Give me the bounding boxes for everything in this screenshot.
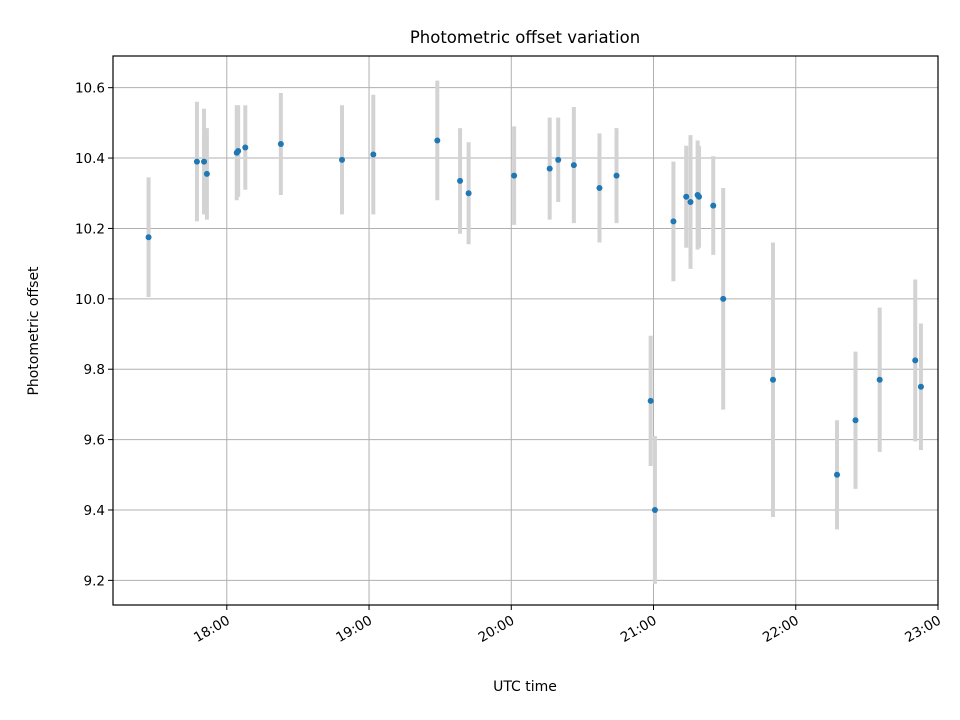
data-point <box>683 193 690 200</box>
data-points <box>145 137 924 513</box>
data-point <box>912 357 919 364</box>
y-tick-label: 10.6 <box>75 81 105 97</box>
y-tick-label: 10.0 <box>75 292 105 308</box>
data-point <box>370 151 377 158</box>
data-point <box>203 170 210 177</box>
y-axis-label: Photometric offset <box>26 266 42 396</box>
y-tick-label: 10.2 <box>75 221 105 237</box>
data-point <box>670 218 677 225</box>
data-point <box>613 172 620 179</box>
data-point <box>917 383 924 390</box>
y-tick-label: 9.4 <box>84 503 105 519</box>
data-point <box>546 165 553 172</box>
data-point <box>770 376 776 383</box>
data-point <box>511 172 518 179</box>
data-point <box>710 202 717 209</box>
data-point <box>457 177 464 184</box>
data-point <box>596 184 603 191</box>
data-point <box>277 140 284 147</box>
y-tick-label: 10.4 <box>75 151 105 167</box>
data-point <box>876 376 883 383</box>
chart-title: Photometric offset variation <box>410 28 640 47</box>
data-point <box>555 156 562 163</box>
data-point <box>720 295 727 302</box>
data-point <box>651 506 658 513</box>
data-point <box>687 199 694 206</box>
data-point <box>235 148 242 155</box>
data-point <box>570 162 577 169</box>
data-point <box>193 158 200 165</box>
data-point <box>852 417 859 424</box>
y-tick-label: 9.2 <box>84 573 105 589</box>
data-point <box>145 234 152 241</box>
y-tick-label: 9.8 <box>84 362 105 378</box>
data-point <box>834 471 841 478</box>
data-point <box>647 397 654 404</box>
axes-frame <box>112 55 939 606</box>
data-point <box>465 190 472 197</box>
data-point <box>201 158 208 165</box>
data-point <box>339 156 346 163</box>
data-point <box>434 137 441 144</box>
data-point <box>696 193 703 200</box>
data-point <box>242 144 249 151</box>
x-axis-label: UTC time <box>493 679 557 695</box>
y-tick-label: 9.6 <box>84 433 105 449</box>
